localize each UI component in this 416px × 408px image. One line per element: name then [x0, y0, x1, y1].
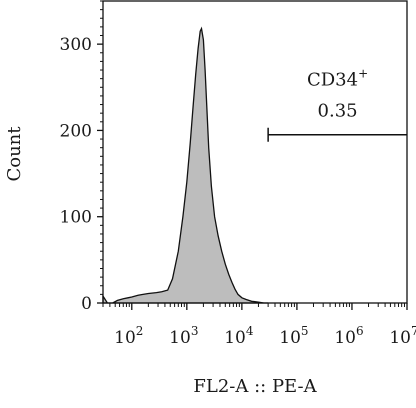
x-axis-label: FL2-A :: PE-A	[193, 376, 317, 397]
cd34-gate: CD34+ 0.35	[267, 67, 407, 142]
y-axis-label: Count	[4, 126, 25, 182]
x-tick-label: 107	[389, 324, 416, 348]
y-tick-label: 200	[60, 121, 92, 141]
x-tick-label: 105	[279, 324, 308, 348]
plot-frame	[102, 0, 408, 304]
y-tick-label: 0	[81, 294, 92, 314]
axis-group: 0 100 200 300 102 103 104 105 106 107	[60, 0, 416, 348]
y-tick-label: 300	[60, 35, 92, 55]
gate-label-text: CD34	[307, 70, 358, 91]
x-tick-label: 102	[114, 324, 143, 348]
x-tick-label: 106	[334, 324, 363, 348]
gate-label-superscript: +	[358, 67, 368, 81]
x-tick-label: 103	[169, 324, 198, 348]
histogram-area	[102, 26, 269, 304]
x-tick-label: 104	[224, 324, 254, 348]
y-tick-label: 100	[60, 208, 92, 228]
gate-label: CD34+	[307, 67, 368, 91]
gate-value: 0.35	[318, 101, 358, 122]
